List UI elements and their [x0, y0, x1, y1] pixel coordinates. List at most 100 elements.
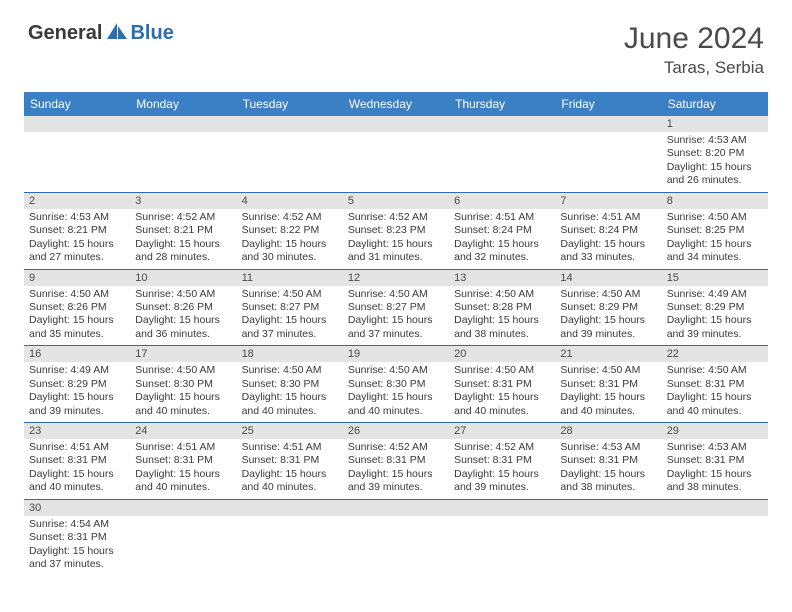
month-title: June 2024: [624, 22, 764, 56]
daylight-text: Daylight: 15 hours and 38 minutes.: [667, 468, 763, 495]
day-number: 30: [24, 500, 130, 516]
weekday-header: Monday: [130, 92, 236, 116]
calendar-cell: [555, 499, 661, 575]
calendar-row: 16Sunrise: 4:49 AMSunset: 8:29 PMDayligh…: [24, 346, 768, 423]
day-number: 8: [662, 193, 768, 209]
sunset-text: Sunset: 8:26 PM: [29, 301, 125, 314]
sunrise-text: Sunrise: 4:50 AM: [135, 288, 231, 301]
calendar-cell: 17Sunrise: 4:50 AMSunset: 8:30 PMDayligh…: [130, 346, 236, 423]
sunset-text: Sunset: 8:31 PM: [560, 454, 656, 467]
sunset-text: Sunset: 8:31 PM: [454, 454, 550, 467]
weekday-header: Saturday: [662, 92, 768, 116]
day-number: 27: [449, 423, 555, 439]
day-number: 3: [130, 193, 236, 209]
sunrise-text: Sunrise: 4:53 AM: [29, 211, 125, 224]
day-body: Sunrise: 4:51 AMSunset: 8:24 PMDaylight:…: [449, 209, 555, 269]
title-block: June 2024 Taras, Serbia: [624, 22, 764, 78]
weekday-header: Friday: [555, 92, 661, 116]
day-number: 6: [449, 193, 555, 209]
day-number: 28: [555, 423, 661, 439]
daylight-text: Daylight: 15 hours and 31 minutes.: [348, 238, 444, 265]
daylight-text: Daylight: 15 hours and 38 minutes.: [454, 314, 550, 341]
day-body: [555, 132, 661, 180]
day-body: Sunrise: 4:50 AMSunset: 8:30 PMDaylight:…: [237, 362, 343, 422]
day-number: 2: [24, 193, 130, 209]
day-number: 15: [662, 270, 768, 286]
day-number: 29: [662, 423, 768, 439]
calendar-cell: 24Sunrise: 4:51 AMSunset: 8:31 PMDayligh…: [130, 423, 236, 500]
calendar-cell: 20Sunrise: 4:50 AMSunset: 8:31 PMDayligh…: [449, 346, 555, 423]
calendar-cell: 25Sunrise: 4:51 AMSunset: 8:31 PMDayligh…: [237, 423, 343, 500]
day-number: 18: [237, 346, 343, 362]
day-body: Sunrise: 4:50 AMSunset: 8:25 PMDaylight:…: [662, 209, 768, 269]
day-body: Sunrise: 4:51 AMSunset: 8:31 PMDaylight:…: [130, 439, 236, 499]
calendar-cell: 27Sunrise: 4:52 AMSunset: 8:31 PMDayligh…: [449, 423, 555, 500]
logo-text-general: General: [28, 22, 102, 45]
calendar-cell: 8Sunrise: 4:50 AMSunset: 8:25 PMDaylight…: [662, 192, 768, 269]
sunrise-text: Sunrise: 4:50 AM: [348, 364, 444, 377]
day-body: Sunrise: 4:50 AMSunset: 8:27 PMDaylight:…: [343, 286, 449, 346]
daylight-text: Daylight: 15 hours and 40 minutes.: [29, 468, 125, 495]
calendar-cell: 2 Sunrise: 4:53 AMSunset: 8:21 PMDaylight…: [24, 192, 130, 269]
sunrise-text: Sunrise: 4:50 AM: [667, 211, 763, 224]
day-number: 9: [24, 270, 130, 286]
weekday-header: Tuesday: [237, 92, 343, 116]
daylight-text: Daylight: 15 hours and 37 minutes.: [348, 314, 444, 341]
daylight-text: Daylight: 15 hours and 39 minutes.: [348, 468, 444, 495]
sunset-text: Sunset: 8:24 PM: [454, 224, 550, 237]
day-body: Sunrise: 4:50 AMSunset: 8:30 PMDaylight:…: [130, 362, 236, 422]
daylight-text: Daylight: 15 hours and 38 minutes.: [560, 468, 656, 495]
day-number: 26: [343, 423, 449, 439]
calendar-cell: 9Sunrise: 4:50 AMSunset: 8:26 PMDaylight…: [24, 269, 130, 346]
day-number: 20: [449, 346, 555, 362]
sunset-text: Sunset: 8:21 PM: [29, 224, 125, 237]
sunrise-text: Sunrise: 4:50 AM: [667, 364, 763, 377]
day-body: [24, 132, 130, 180]
sunrise-text: Sunrise: 4:52 AM: [135, 211, 231, 224]
daylight-text: Daylight: 15 hours and 39 minutes.: [29, 391, 125, 418]
calendar-cell: [343, 116, 449, 192]
sunset-text: Sunset: 8:30 PM: [348, 378, 444, 391]
calendar-cell: 15Sunrise: 4:49 AMSunset: 8:29 PMDayligh…: [662, 269, 768, 346]
day-number: [343, 116, 449, 132]
daylight-text: Daylight: 15 hours and 26 minutes.: [667, 161, 763, 188]
sunrise-text: Sunrise: 4:50 AM: [242, 288, 338, 301]
daylight-text: Daylight: 15 hours and 40 minutes.: [242, 468, 338, 495]
day-body: Sunrise: 4:50 AMSunset: 8:31 PMDaylight:…: [555, 362, 661, 422]
sunrise-text: Sunrise: 4:52 AM: [454, 441, 550, 454]
day-number: 24: [130, 423, 236, 439]
daylight-text: Daylight: 15 hours and 32 minutes.: [454, 238, 550, 265]
day-number: 5: [343, 193, 449, 209]
day-number: 16: [24, 346, 130, 362]
calendar-cell: 5Sunrise: 4:52 AMSunset: 8:23 PMDaylight…: [343, 192, 449, 269]
calendar-cell: [662, 499, 768, 575]
day-number: [24, 116, 130, 132]
day-number: [130, 116, 236, 132]
daylight-text: Daylight: 15 hours and 30 minutes.: [242, 238, 338, 265]
day-number: [449, 500, 555, 516]
sunset-text: Sunset: 8:31 PM: [242, 454, 338, 467]
day-number: 11: [237, 270, 343, 286]
sunset-text: Sunset: 8:30 PM: [135, 378, 231, 391]
calendar-cell: 14Sunrise: 4:50 AMSunset: 8:29 PMDayligh…: [555, 269, 661, 346]
calendar-cell: 4Sunrise: 4:52 AMSunset: 8:22 PMDaylight…: [237, 192, 343, 269]
sunrise-text: Sunrise: 4:51 AM: [135, 441, 231, 454]
sunrise-text: Sunrise: 4:51 AM: [454, 211, 550, 224]
day-body: [237, 132, 343, 180]
calendar-cell: 11Sunrise: 4:50 AMSunset: 8:27 PMDayligh…: [237, 269, 343, 346]
calendar-cell: 23Sunrise: 4:51 AMSunset: 8:31 PMDayligh…: [24, 423, 130, 500]
day-number: 13: [449, 270, 555, 286]
daylight-text: Daylight: 15 hours and 40 minutes.: [135, 391, 231, 418]
daylight-text: Daylight: 15 hours and 33 minutes.: [560, 238, 656, 265]
calendar-row: 1Sunrise: 4:53 AMSunset: 8:20 PMDaylight…: [24, 116, 768, 192]
day-number: [343, 500, 449, 516]
day-number: [555, 500, 661, 516]
day-number: [130, 500, 236, 516]
day-number: 25: [237, 423, 343, 439]
sunrise-text: Sunrise: 4:50 AM: [560, 288, 656, 301]
sunrise-text: Sunrise: 4:50 AM: [560, 364, 656, 377]
calendar-row: 9Sunrise: 4:50 AMSunset: 8:26 PMDaylight…: [24, 269, 768, 346]
daylight-text: Daylight: 15 hours and 40 minutes.: [560, 391, 656, 418]
day-body: Sunrise: 4:50 AMSunset: 8:26 PMDaylight:…: [24, 286, 130, 346]
daylight-text: Daylight: 15 hours and 27 minutes.: [29, 238, 125, 265]
